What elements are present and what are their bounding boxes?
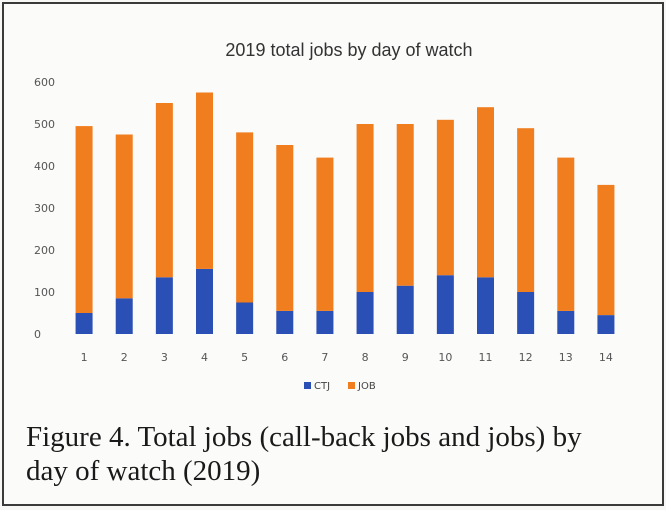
legend-swatch-job — [348, 382, 355, 389]
x-tick-label: 8 — [362, 351, 369, 364]
bar-job-4 — [196, 92, 213, 269]
bar-ctj-9 — [396, 285, 414, 334]
y-tick-label: 400 — [34, 160, 55, 173]
bar-job-9 — [396, 124, 414, 286]
x-tick-label: 7 — [321, 351, 328, 364]
bar-ctj-8 — [356, 292, 374, 334]
bar-job-8 — [356, 124, 374, 292]
chart-title: 2019 total jobs by day of watch — [225, 40, 472, 60]
bar-job-11 — [477, 107, 494, 278]
legend-label-ctj: CTJ — [314, 381, 330, 392]
caption-line-2: day of watch (2019) — [26, 455, 261, 487]
x-tick-label: 12 — [519, 351, 533, 364]
bar-ctj-2 — [115, 298, 133, 334]
x-tick-label: 10 — [438, 351, 452, 364]
x-tick-label: 13 — [559, 351, 573, 364]
legend-label-job: JOB — [357, 381, 376, 392]
bar-job-14 — [597, 184, 615, 316]
x-tick-label: 2 — [121, 351, 128, 364]
bar-ctj-7 — [316, 310, 334, 334]
y-tick-label: 200 — [34, 244, 55, 257]
bar-ctj-1 — [75, 313, 93, 334]
bar-job-12 — [517, 128, 535, 292]
bar-ctj-12 — [517, 292, 535, 334]
y-tick-label: 300 — [34, 202, 55, 215]
bar-job-3 — [155, 103, 173, 278]
bar-job-13 — [557, 157, 575, 311]
bar-job-1 — [75, 126, 93, 313]
figure-caption: Figure 4. Total jobs (call-back jobs and… — [26, 420, 646, 488]
bar-ctj-13 — [557, 310, 575, 334]
x-tick-label: 9 — [402, 351, 409, 364]
x-tick-label: 3 — [161, 351, 168, 364]
bar-ctj-14 — [597, 315, 615, 334]
bar-job-6 — [276, 145, 294, 311]
y-tick-label: 500 — [34, 118, 55, 131]
bar-ctj-3 — [155, 277, 173, 334]
bar-ctj-5 — [236, 302, 254, 334]
legend-swatch-ctj — [304, 382, 311, 389]
bar-job-10 — [436, 119, 454, 276]
x-tick-label: 6 — [281, 351, 288, 364]
x-tick-label: 5 — [241, 351, 248, 364]
bar-job-2 — [115, 134, 133, 299]
y-tick-label: 600 — [34, 76, 55, 89]
bar-ctj-11 — [477, 277, 494, 334]
y-tick-label: 100 — [34, 286, 55, 299]
bar-job-5 — [236, 132, 254, 303]
bar-job-7 — [316, 157, 334, 311]
caption-line-1: Figure 4. Total jobs (call-back jobs and… — [26, 421, 582, 453]
bar-ctj-10 — [436, 275, 454, 334]
x-tick-label: 14 — [599, 351, 613, 364]
x-tick-label: 11 — [479, 351, 493, 364]
x-tick-label: 4 — [201, 351, 208, 364]
bar-ctj-6 — [276, 310, 294, 334]
y-tick-label: 0 — [34, 328, 41, 341]
bar-ctj-4 — [196, 268, 213, 334]
x-tick-label: 1 — [81, 351, 88, 364]
chart: 2019 total jobs by day of watch 0 100 200 30… — [34, 40, 615, 392]
